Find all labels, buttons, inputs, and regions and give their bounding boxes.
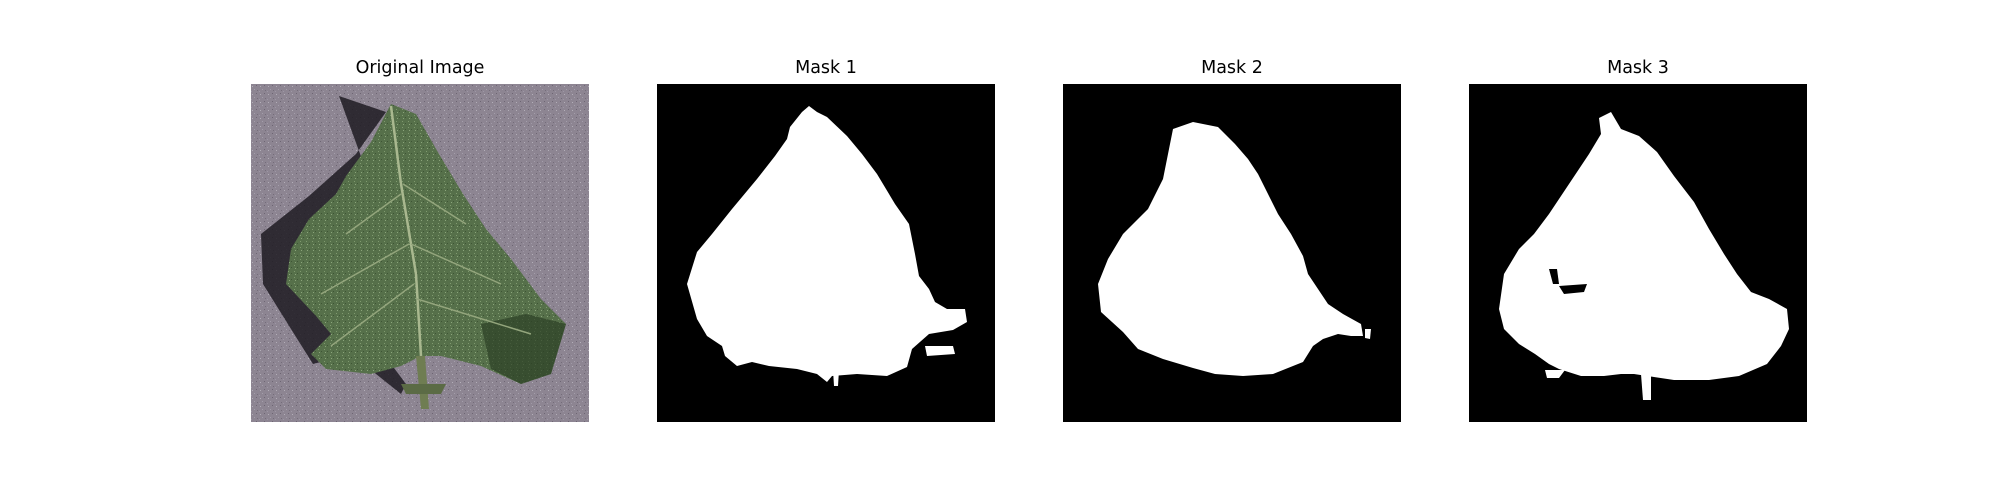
mask-region: [1499, 112, 1789, 380]
panel-title: Mask 1: [795, 58, 857, 78]
panel-mask-1: Mask 1: [657, 0, 995, 500]
leaf-blade: [286, 104, 566, 384]
mask-3-image: [1469, 84, 1807, 422]
leaf-shadowed-lobe: [481, 314, 566, 384]
leaf-stem: [416, 356, 429, 409]
panel-mask-3: Mask 3: [1469, 0, 1807, 500]
panel-mask-2: Mask 2: [1063, 0, 1401, 500]
mask-2-image: [1063, 84, 1401, 422]
panel-title: Mask 3: [1607, 58, 1669, 78]
mask-1-image: [657, 84, 995, 422]
panel-title: Original Image: [355, 58, 485, 78]
panel-original-image: Original Image: [251, 0, 589, 500]
mask-region: [1098, 122, 1363, 376]
leaf-midrib: [389, 105, 423, 357]
panel-title: Mask 2: [1201, 58, 1263, 78]
mask-region: [687, 106, 967, 382]
leaf-photo: [251, 84, 589, 422]
